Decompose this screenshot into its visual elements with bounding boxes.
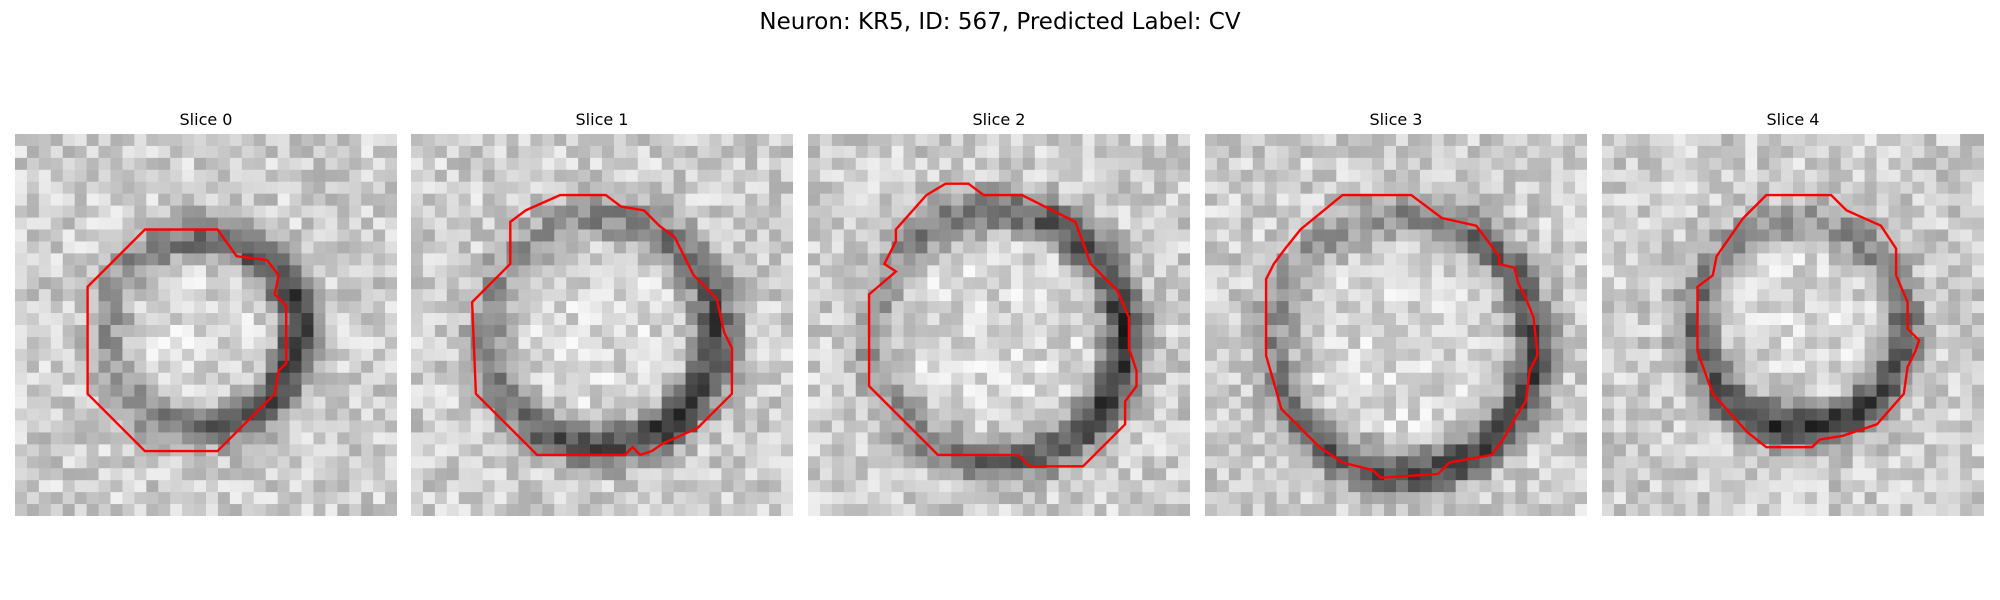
slice-panel-1: Slice 1 [411,108,793,516]
slice-panel-2: Slice 2 [808,108,1190,516]
slice-image-3 [1205,134,1587,516]
slice-image-1 [411,134,793,516]
segmentation-outline [86,228,288,453]
segmentation-outline [1696,193,1921,449]
slice-image-4 [1602,134,1984,516]
segmentation-outline [867,182,1138,468]
slice-title-4: Slice 4 [1766,110,1820,129]
segmentation-outline [1264,193,1539,480]
segmentation-outline [470,193,734,457]
slice-title-3: Slice 3 [1369,110,1423,129]
slice-title-2: Slice 2 [972,110,1026,129]
slice-panel-4: Slice 4 [1602,108,1984,516]
slice-panel-3: Slice 3 [1205,108,1587,516]
figure-title: Neuron: KR5, ID: 567, Predicted Label: C… [759,9,1241,35]
slice-title-0: Slice 0 [179,110,233,129]
slice-panel-0: Slice 0 [15,108,397,516]
slice-image-2 [808,134,1190,516]
slice-image-0 [15,134,397,516]
slice-title-1: Slice 1 [575,110,629,129]
